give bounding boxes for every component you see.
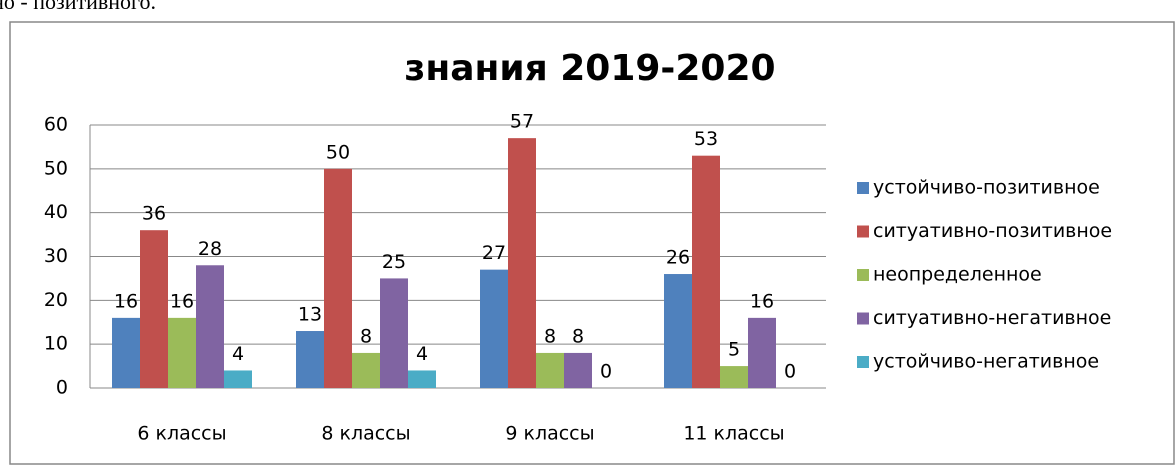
data-label: 50 — [326, 141, 350, 163]
bar — [720, 366, 748, 388]
x-tick-label: 8 классы — [321, 423, 410, 445]
bar — [508, 138, 536, 388]
y-tick-label: 20 — [44, 289, 68, 311]
data-label: 13 — [298, 304, 322, 326]
bar — [380, 278, 408, 388]
y-tick-label: 60 — [44, 114, 68, 136]
bar — [324, 168, 352, 388]
data-label: 36 — [142, 203, 166, 225]
bar — [224, 370, 252, 388]
bar — [196, 265, 224, 388]
bar — [536, 352, 564, 388]
x-tick-label: 9 классы — [505, 423, 594, 445]
data-label: 25 — [382, 251, 406, 273]
data-label: 26 — [666, 247, 690, 269]
y-tick-label: 0 — [56, 377, 68, 399]
bar — [748, 317, 776, 388]
legend-label: устойчиво-позитивное — [873, 177, 1100, 199]
legend-label: ситуативно-негативное — [873, 307, 1111, 329]
data-label: 4 — [232, 343, 244, 365]
data-label: 57 — [510, 111, 534, 133]
cropped-text: ивно - позитивного. — [0, 0, 156, 14]
data-label: 5 — [728, 339, 740, 361]
data-label: 0 — [784, 361, 796, 383]
x-tick-label: 11 классы — [683, 423, 784, 445]
bar — [140, 230, 168, 388]
legend-label: устойчиво-негативное — [873, 351, 1099, 373]
chart-title: знания 2019-2020 — [404, 48, 775, 89]
x-tick-label: 6 классы — [137, 423, 226, 445]
data-label: 8 — [572, 325, 584, 347]
bar — [692, 155, 720, 388]
y-tick-label: 30 — [44, 245, 68, 267]
legend-swatch — [857, 225, 869, 238]
data-label: 0 — [600, 361, 612, 383]
data-label: 8 — [360, 325, 372, 347]
legend-swatch — [857, 356, 869, 368]
bar — [112, 317, 140, 388]
data-label: 16 — [114, 290, 138, 312]
bar — [664, 274, 692, 388]
data-label: 16 — [170, 290, 194, 312]
bar — [480, 269, 508, 388]
chart-frame — [9, 21, 1175, 465]
bar — [168, 317, 196, 388]
bar — [296, 331, 324, 388]
legend-label: неопределенное — [873, 264, 1042, 286]
y-tick-label: 10 — [44, 333, 68, 355]
y-tick-label: 50 — [44, 157, 68, 179]
bar — [352, 352, 380, 388]
data-label: 53 — [694, 128, 718, 150]
data-label: 4 — [416, 343, 428, 365]
legend-swatch — [857, 269, 869, 281]
legend-label: ситуативно-позитивное — [873, 220, 1112, 242]
legend-swatch — [857, 182, 869, 194]
data-label: 8 — [544, 325, 556, 347]
data-label: 16 — [750, 290, 774, 312]
bar — [408, 370, 436, 388]
legend-swatch — [857, 312, 869, 325]
y-tick-label: 40 — [44, 201, 68, 223]
data-label: 28 — [198, 238, 222, 260]
data-label: 27 — [482, 242, 506, 264]
bar — [564, 352, 592, 388]
